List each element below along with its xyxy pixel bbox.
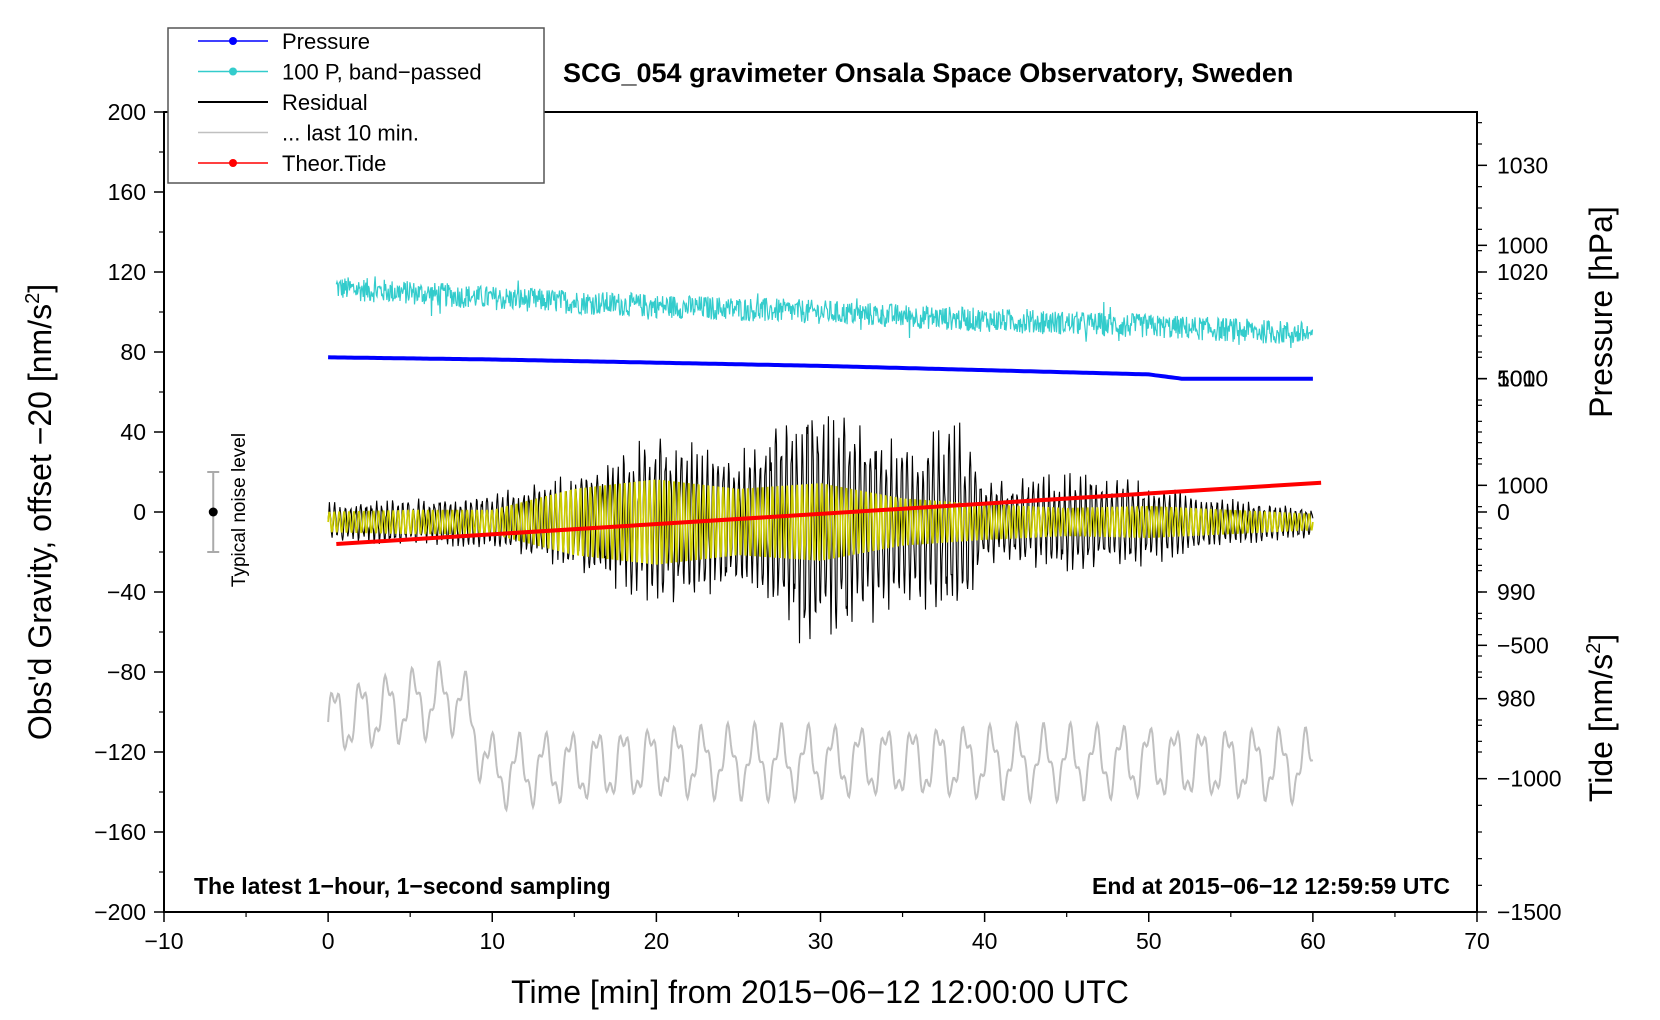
chart-title: SCG_054 gravimeter Onsala Space Observat… [563,58,1293,88]
legend-items: Pressure 100 P, band−passed Residual ... la… [198,29,482,176]
series-band-passed-pressure [335,276,1314,349]
pressure-tick-label: 1010 [1497,366,1548,392]
y-label-tide-text: Tide [nm/s [1583,654,1619,802]
y-axis-label-tide: Tide [nm/s2] [1583,634,1619,802]
x-tick-label: 20 [644,928,670,954]
series-pressure [328,355,1313,381]
pressure-tick-label: 990 [1497,579,1535,605]
legend-box [167,27,545,184]
legend-label: Pressure [282,29,370,54]
legend-label: Residual [282,90,368,115]
y-left-tick-label: 160 [108,179,146,205]
x-tick-label: −10 [144,928,183,954]
y-left-tick-label: 40 [120,419,146,445]
pressure-tick-label: 1000 [1497,472,1548,498]
tide-tick-label: 0 [1497,499,1510,525]
tide-tick-label: −500 [1497,632,1549,658]
x-axis-label: Time [min] from 2015−06−12 12:00:00 UTC [511,974,1129,1010]
y-label-tide-sup: 2 [1583,643,1605,654]
x-tick-label: 70 [1464,928,1490,954]
x-tick-label: 10 [479,928,505,954]
y-axis-label-pressure: Pressure [hPa] [1583,206,1619,418]
y-left-tick-label: −120 [94,739,146,765]
tide-tick-label: −1000 [1497,766,1562,792]
y-label-left-sup: 2 [22,293,44,304]
x-tick-label: 40 [972,928,998,954]
y-left-tick-label: −80 [107,659,146,685]
y-left-tick-label: 0 [133,499,146,525]
series-last-10-min [327,660,1314,813]
x-tick-label: 30 [808,928,834,954]
y-label-tide-end: ] [1583,634,1619,643]
tide-tick-label: 500 [1497,366,1535,392]
note-right: End at 2015−06−12 12:59:59 UTC [1092,873,1450,899]
y-label-left-end: ] [22,284,58,293]
y-left-tick-label: −160 [94,819,146,845]
x-tick-label: 0 [322,928,335,954]
legend-item: 100 P, band−passed [198,60,482,85]
axis-ticks [154,111,1487,922]
series-residual [327,416,1314,644]
axis-tick-labels: −10 0 10 20 30 40 50 60 7020016012080400−40−80−1… [94,99,1561,954]
x-tick-label: 60 [1300,928,1326,954]
tide-tick-label: −1500 [1497,899,1562,925]
legend-label: 100 P, band−passed [282,60,482,85]
y-axis-label-left: Obs'd Gravity, offset −20 [nm/s2] [22,284,58,740]
legend-marker [229,159,237,167]
legend: Pressure 100 P, band−passed Residual ... la… [167,27,545,184]
series-residual-bandpass [327,479,1314,565]
noise-label: Typical noise level [229,433,250,587]
y-left-tick-label: 200 [108,99,146,125]
tide-tick-label: 1000 [1497,232,1548,258]
noise-bar [207,471,220,553]
noise-bar-center-dot [208,507,218,517]
legend-item: ... last 10 min. [198,121,419,146]
legend-label: ... last 10 min. [282,121,419,146]
series-layer [327,276,1322,813]
y-left-tick-label: 120 [108,259,146,285]
y-left-tick-label: −200 [94,899,146,925]
x-tick-label: 50 [1136,928,1162,954]
legend-item: Pressure [198,29,370,54]
y-left-tick-label: 80 [120,339,146,365]
legend-marker [229,37,237,45]
legend-item: Theor.Tide [198,151,386,176]
series-theoretical-tide [336,480,1322,546]
pressure-tick-label: 1020 [1497,259,1548,285]
y-left-tick-label: −40 [107,579,146,605]
pressure-tick-label: 1030 [1497,152,1548,178]
y-label-left-text: Obs'd Gravity, offset −20 [nm/s [22,304,58,740]
note-left: The latest 1−hour, 1−second sampling [194,873,611,899]
pressure-tick-label: 980 [1497,686,1535,712]
legend-item: Residual [198,90,368,115]
legend-label: Theor.Tide [282,151,386,176]
legend-marker [229,67,237,76]
